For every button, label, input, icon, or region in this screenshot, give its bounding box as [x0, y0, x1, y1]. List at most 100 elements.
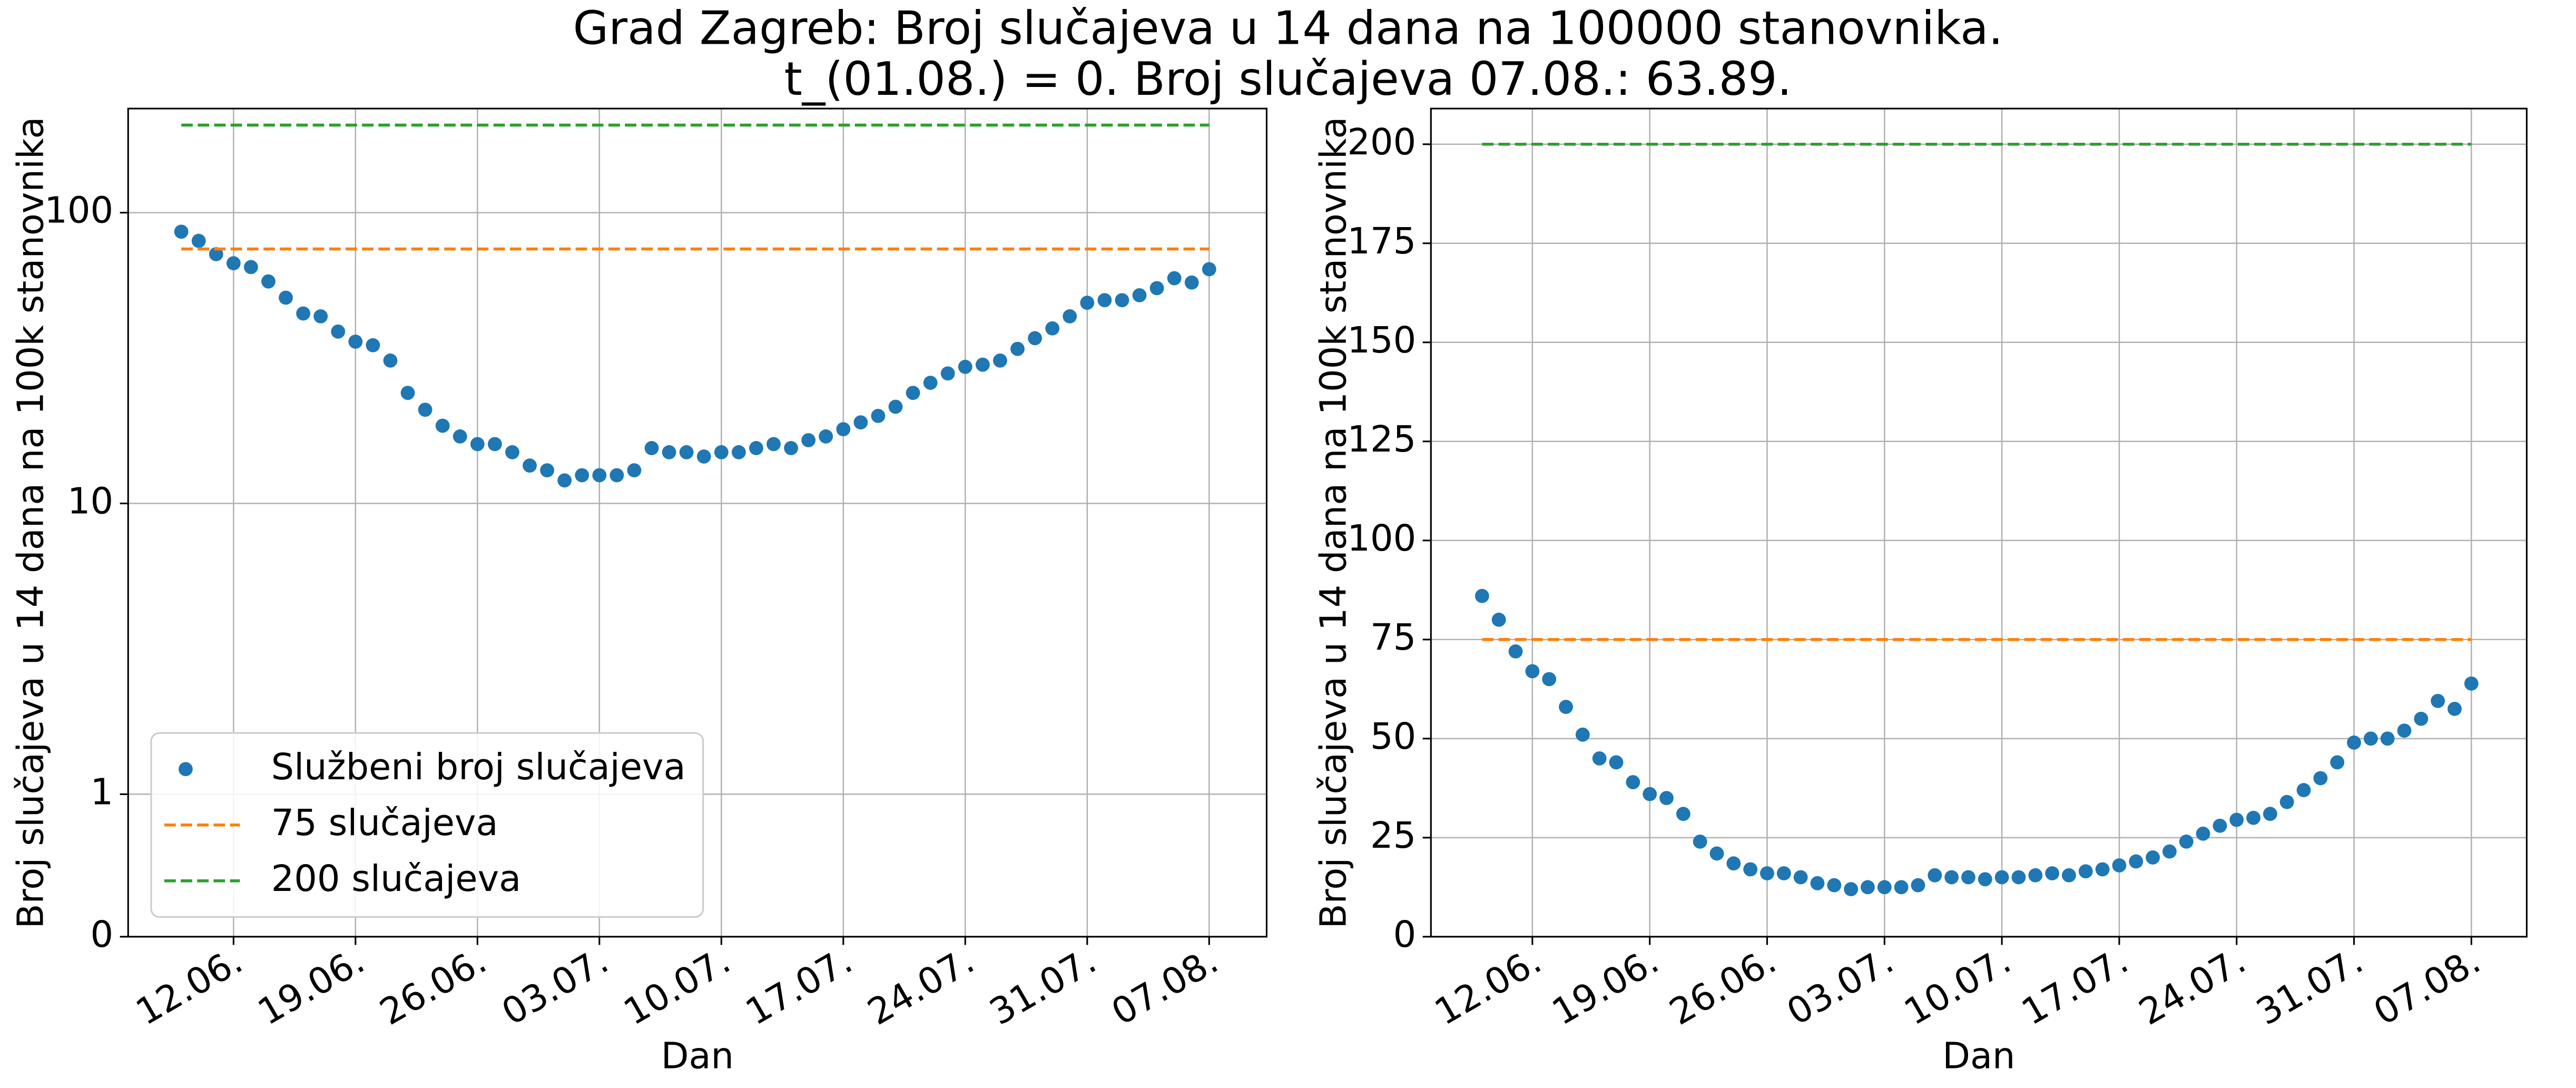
x-tick-label: 10.07.: [617, 939, 738, 1033]
data-point: [313, 309, 328, 324]
data-point: [2330, 755, 2345, 770]
data-point: [2296, 783, 2311, 798]
data-point: [487, 437, 502, 452]
data-point: [1861, 880, 1875, 895]
data-point: [575, 468, 589, 483]
data-point: [975, 357, 990, 372]
data-point: [2196, 826, 2210, 841]
data-point: [1592, 751, 1607, 766]
data-point: [2447, 702, 2462, 716]
data-point: [1978, 872, 1992, 887]
data-point: [1643, 787, 1657, 801]
data-point: [2380, 731, 2395, 746]
y-tick-label: 0: [91, 914, 114, 956]
data-point: [523, 458, 537, 473]
y-tick-label: 1: [91, 771, 114, 813]
axes: 12.06.19.06.26.06.03.07.10.07.17.07.24.0…: [1312, 107, 2528, 1077]
data-point: [2397, 723, 2412, 738]
data-point: [366, 338, 380, 352]
data-point: [1609, 755, 1624, 770]
data-point: [1010, 341, 1025, 356]
legend-label: 75 slučajeva: [271, 802, 498, 844]
x-tick-label: 17.07.: [2014, 939, 2135, 1033]
data-point: [1115, 293, 1129, 308]
data-point: [2464, 676, 2479, 691]
axes-frame: [1430, 107, 2528, 938]
data-point: [191, 233, 206, 248]
data-point: [2146, 850, 2160, 865]
data-point: [1559, 700, 1573, 714]
data-point: [1760, 866, 1774, 880]
data-point: [400, 386, 415, 400]
data-point: [2095, 862, 2110, 877]
y-tick-label: 150: [1347, 319, 1416, 361]
y-tick-label: 125: [1347, 418, 1416, 460]
data-point: [906, 386, 920, 400]
data-point: [784, 441, 799, 455]
data-point: [2246, 810, 2261, 825]
x-tick-label: 12.06.: [1428, 939, 1548, 1033]
data-point: [279, 290, 293, 305]
data-point: [2279, 795, 2294, 809]
data-point: [1184, 275, 1199, 290]
data-point: [1911, 878, 1925, 893]
data-point: [1659, 791, 1674, 806]
y-tick-label: 175: [1347, 220, 1416, 262]
data-point: [940, 366, 955, 381]
data-point: [2229, 812, 2244, 827]
data-point: [296, 306, 311, 321]
data-point: [2045, 866, 2060, 880]
x-tick-label: 24.07.: [861, 939, 981, 1033]
data-point: [1542, 672, 1557, 687]
data-point: [1726, 856, 1741, 871]
data-point: [1097, 293, 1112, 308]
y-tick-label: 100: [44, 190, 113, 232]
data-point: [557, 473, 572, 488]
data-point: [714, 445, 729, 459]
data-point: [2129, 854, 2144, 869]
data-point: [243, 260, 258, 275]
y-tick-label: 0: [1393, 914, 1417, 956]
data-point: [331, 324, 346, 339]
x-axis-label: Dan: [661, 1035, 734, 1077]
y-tick-label: 75: [1370, 616, 1416, 659]
data-point: [2213, 818, 2227, 833]
data-point: [1776, 866, 1791, 880]
data-point: [836, 422, 851, 437]
data-point: [2431, 693, 2445, 708]
data-point: [609, 468, 624, 483]
y-tick-label: 200: [1347, 121, 1416, 163]
data-point: [1944, 870, 1959, 885]
data-point: [2313, 771, 2328, 786]
data-point: [209, 247, 223, 261]
data-point: [1827, 878, 1842, 893]
data-point: [383, 353, 398, 368]
x-axis-label: Dan: [1942, 1035, 2015, 1077]
data-point: [348, 335, 363, 349]
data-point: [1810, 876, 1825, 890]
data-point: [418, 403, 432, 417]
data-point: [2179, 834, 2194, 849]
data-point: [1693, 834, 1707, 849]
x-tick-label: 31.07.: [2249, 939, 2370, 1033]
x-tick-label: 31.07.: [982, 939, 1103, 1033]
data-point: [2112, 858, 2127, 873]
x-tick-label: 10.07.: [1897, 939, 2018, 1033]
data-point: [1844, 882, 1859, 897]
data-point: [1508, 644, 1523, 659]
x-tick-label: 26.06.: [373, 939, 494, 1033]
legend-label: Službeni broj slučajeva: [271, 746, 686, 788]
data-point: [1474, 589, 1489, 603]
data-point: [2364, 731, 2378, 746]
data-point: [1793, 870, 1808, 885]
data-point: [1877, 880, 1892, 895]
data-point: [174, 224, 189, 239]
figure-title: Grad Zagreb: Broj slučajeva u 14 dana na…: [573, 1, 2003, 55]
data-point: [1028, 331, 1043, 346]
data-point: [1045, 321, 1060, 336]
data-point: [923, 376, 938, 390]
data-point: [696, 449, 711, 464]
legend-box: [150, 732, 704, 918]
